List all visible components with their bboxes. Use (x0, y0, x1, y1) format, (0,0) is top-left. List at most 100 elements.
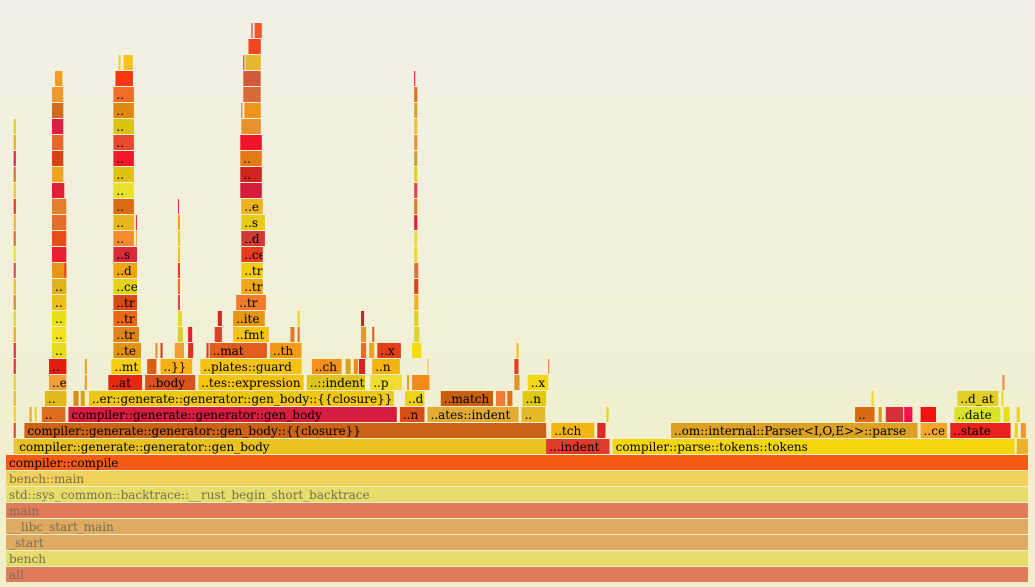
frame-bar[interactable] (243, 87, 261, 102)
frame[interactable]: .. (240, 151, 262, 166)
frame[interactable] (412, 375, 430, 390)
frame-bar[interactable] (1020, 423, 1026, 438)
frame[interactable]: ..ch (311, 359, 342, 374)
frame-bar[interactable] (52, 183, 65, 198)
frame-bar[interactable] (52, 167, 64, 182)
frame-bar[interactable] (671, 423, 918, 438)
frame[interactable]: ..ce (113, 279, 137, 294)
frame[interactable] (13, 119, 16, 134)
frame-bar[interactable] (358, 359, 366, 374)
frame[interactable]: ..}} (160, 359, 193, 374)
frame[interactable]: ..tr (241, 279, 263, 294)
frame[interactable] (52, 119, 64, 134)
frame-bar[interactable] (135, 231, 137, 246)
frame[interactable] (13, 183, 16, 198)
frame-bar[interactable] (52, 119, 64, 134)
frame-bar[interactable] (113, 231, 134, 246)
frame[interactable]: .. (521, 407, 546, 422)
frame-bar[interactable] (6, 471, 1028, 486)
frame[interactable] (241, 119, 261, 134)
frame-bar[interactable] (954, 407, 1001, 422)
frame[interactable] (414, 263, 419, 278)
frame[interactable] (13, 247, 16, 262)
frame-bar[interactable] (243, 55, 245, 70)
frame-bar[interactable] (200, 359, 302, 374)
frame-bar[interactable] (414, 247, 418, 262)
frame[interactable] (361, 327, 367, 342)
frame-bar[interactable] (612, 439, 1015, 454)
frame[interactable]: ..tr (236, 295, 266, 310)
frame[interactable] (13, 343, 16, 358)
frame[interactable] (177, 311, 182, 326)
frame-bar[interactable] (177, 215, 180, 230)
frame-bar[interactable] (414, 199, 418, 214)
frame-bar[interactable] (6, 535, 1028, 550)
frame[interactable] (414, 231, 418, 246)
frame[interactable] (177, 327, 183, 342)
frame-bar[interactable] (13, 263, 16, 278)
frame[interactable] (135, 215, 137, 230)
frame[interactable] (345, 359, 351, 374)
frame-bar[interactable] (113, 295, 137, 310)
frame[interactable] (174, 343, 184, 358)
frame-bar[interactable] (13, 215, 16, 230)
frame-bar[interactable] (245, 55, 261, 70)
frame-bar[interactable] (407, 375, 410, 390)
frame[interactable] (13, 199, 16, 214)
frame[interactable]: .. (240, 167, 262, 182)
frame-bar[interactable] (13, 151, 16, 166)
frame-bar[interactable] (52, 327, 67, 342)
frame[interactable] (240, 135, 262, 150)
frame[interactable] (427, 359, 429, 374)
frame-bar[interactable] (52, 135, 64, 150)
frame[interactable] (414, 279, 419, 294)
frame[interactable]: ..date (954, 407, 1001, 422)
frame-bar[interactable] (88, 391, 394, 406)
frame-bar[interactable] (412, 375, 430, 390)
frame[interactable] (1014, 423, 1018, 438)
frame[interactable]: ..e (49, 375, 67, 390)
frame[interactable] (1016, 407, 1020, 422)
frame[interactable]: _start (6, 535, 1028, 550)
frame[interactable]: .. (113, 231, 134, 246)
frame[interactable]: ..body (145, 375, 196, 390)
frame[interactable] (13, 327, 16, 342)
frame-bar[interactable] (147, 359, 157, 374)
frame[interactable] (177, 247, 180, 262)
frame-bar[interactable] (414, 231, 418, 246)
frame-bar[interactable] (206, 343, 209, 358)
frame[interactable]: ..tes::expression (198, 375, 304, 390)
frame-bar[interactable] (1003, 407, 1010, 422)
frame-bar[interactable] (240, 183, 262, 198)
frame[interactable]: .. (49, 359, 67, 374)
frame-bar[interactable] (123, 55, 133, 70)
frame[interactable] (412, 343, 422, 358)
frame[interactable] (52, 199, 67, 214)
frame[interactable] (13, 279, 16, 294)
frame-bar[interactable] (514, 375, 520, 390)
frame[interactable] (13, 215, 16, 230)
frame[interactable]: ..::indent (306, 375, 366, 390)
frame[interactable]: .. (113, 183, 134, 198)
frame-bar[interactable] (606, 407, 609, 422)
frame[interactable]: __libc_start_main (6, 519, 1028, 534)
frame[interactable]: ..at (108, 375, 143, 390)
frame-bar[interactable] (13, 407, 16, 422)
frame-bar[interactable] (241, 119, 261, 134)
frame[interactable]: ..th (269, 343, 302, 358)
frame[interactable] (52, 215, 67, 230)
frame[interactable]: ..fmt (233, 327, 269, 342)
frame-bar[interactable] (414, 295, 419, 310)
frame-bar[interactable] (13, 247, 16, 262)
frame-bar[interactable] (427, 407, 519, 422)
frame[interactable] (414, 311, 419, 326)
frame-bar[interactable] (13, 391, 16, 406)
frame[interactable] (1020, 423, 1026, 438)
frame-bar[interactable] (198, 375, 304, 390)
frame-bar[interactable] (64, 263, 67, 278)
frame-bar[interactable] (6, 567, 1028, 582)
frame-bar[interactable] (241, 279, 263, 294)
frame-bar[interactable] (950, 423, 1011, 438)
frame-bar[interactable] (84, 375, 87, 390)
frame[interactable] (871, 391, 874, 406)
